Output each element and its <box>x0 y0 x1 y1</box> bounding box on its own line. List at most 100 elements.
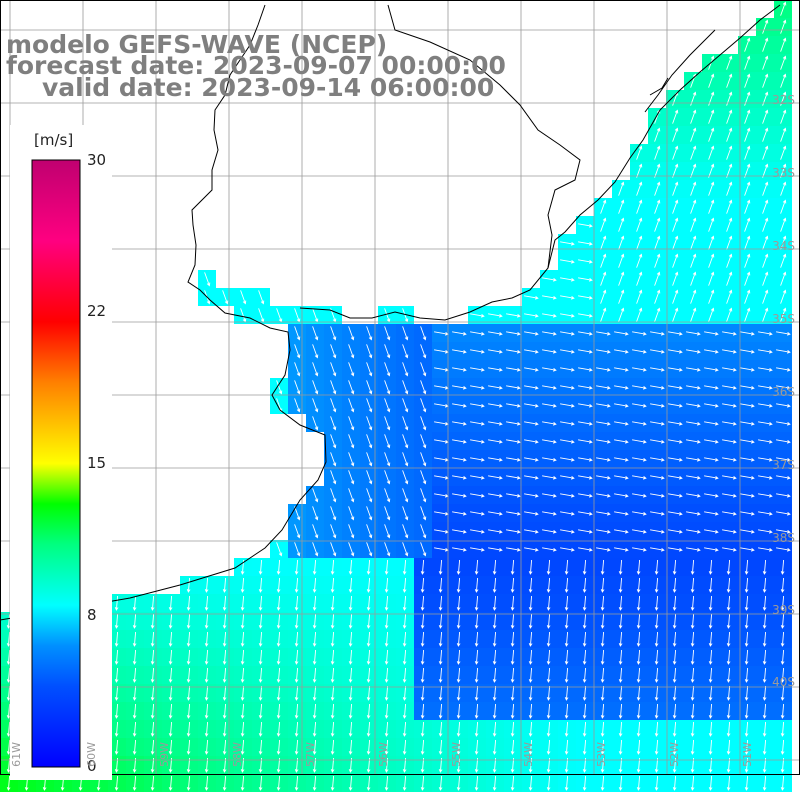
wind-arrow <box>384 739 389 755</box>
wind-arrow <box>456 721 461 737</box>
wind-arrow <box>762 775 767 791</box>
wind-arrow <box>704 475 719 480</box>
wind-arrow <box>384 649 389 665</box>
wind-arrow <box>654 289 661 304</box>
wind-arrow <box>506 475 521 480</box>
wind-arrow <box>726 631 731 647</box>
wind-arrow <box>438 613 443 629</box>
wind-arrow <box>542 403 557 408</box>
wind-arrow <box>402 739 407 755</box>
wind-arrow <box>672 649 677 665</box>
wind-arrow <box>150 631 155 647</box>
wind-arrow <box>222 775 227 791</box>
wind-arrow <box>672 181 679 196</box>
wind-arrow <box>474 721 479 737</box>
wind-arrow <box>672 685 677 701</box>
wind-arrow <box>470 529 485 534</box>
wind-arrow <box>614 331 629 336</box>
wind-arrow <box>204 775 209 791</box>
wind-arrow <box>384 506 391 521</box>
wind-arrow <box>776 403 791 408</box>
wind-arrow <box>470 511 485 516</box>
wind-arrow <box>114 631 119 647</box>
wind-arrow <box>744 271 751 286</box>
wind-arrow <box>762 163 769 178</box>
wind-arrow <box>668 385 683 390</box>
wind-arrow <box>560 493 575 498</box>
wind-arrow <box>740 331 755 336</box>
wind-arrow <box>524 421 539 426</box>
wind-arrow <box>654 685 659 701</box>
wind-arrow <box>294 775 299 791</box>
wind-arrow <box>596 493 611 498</box>
wind-arrow <box>312 613 317 629</box>
wind-arrow <box>168 685 173 701</box>
wind-arrow <box>596 349 611 354</box>
wind-arrow <box>726 703 731 719</box>
wind-arrow <box>668 529 683 534</box>
longitude-label: 54W <box>522 742 535 767</box>
wind-arrow <box>582 613 587 629</box>
wind-arrow <box>294 559 299 575</box>
wind-arrow <box>240 290 247 305</box>
wind-arrow <box>600 289 607 304</box>
wind-arrow <box>524 385 539 390</box>
longitude-label: 51W <box>741 742 754 767</box>
wind-arrow <box>276 649 281 665</box>
wind-arrow <box>330 667 335 683</box>
wind-arrow <box>632 511 647 516</box>
wind-arrow <box>330 398 337 413</box>
wind-arrow <box>186 703 191 719</box>
wind-arrow <box>452 529 467 534</box>
wind-arrow <box>636 559 641 575</box>
wind-arrow <box>762 685 767 701</box>
wind-arrow <box>542 511 557 516</box>
wind-arrow <box>704 529 719 534</box>
wind-arrow <box>596 457 611 462</box>
wind-arrow <box>708 253 715 268</box>
wind-arrow <box>186 667 191 683</box>
wind-arrow <box>420 775 425 791</box>
wind-arrow <box>546 631 551 647</box>
wind-arrow <box>744 199 751 214</box>
wind-arrow <box>470 547 485 552</box>
wind-arrow <box>6 721 11 737</box>
wind-arrow <box>740 493 755 498</box>
wind-arrow <box>618 721 623 737</box>
wind-arrow <box>632 547 647 552</box>
wind-arrow <box>762 181 769 196</box>
wind-arrow <box>114 685 119 701</box>
wind-arrow <box>510 667 515 683</box>
wind-arrow <box>618 775 623 791</box>
wind-arrow <box>132 685 137 701</box>
wind-arrow <box>650 475 665 480</box>
wind-arrow <box>740 529 755 534</box>
wind-arrow <box>636 235 643 250</box>
wind-arrow <box>654 631 659 647</box>
wind-arrow <box>614 457 629 462</box>
wind-arrow <box>204 613 209 629</box>
wind-arrow <box>474 739 479 755</box>
wind-arrow <box>704 457 719 462</box>
wind-arrow <box>686 331 701 336</box>
wind-arrow <box>366 398 373 413</box>
wind-arrow <box>312 649 317 665</box>
wind-arrow <box>168 721 173 737</box>
wind-arrow <box>186 775 191 791</box>
wind-arrow <box>420 649 425 665</box>
wind-arrow <box>240 739 245 755</box>
wind-arrow <box>740 367 755 372</box>
wind-arrow <box>762 649 767 665</box>
wind-arrow <box>560 331 575 336</box>
wind-arrow <box>348 613 353 629</box>
wind-arrow <box>578 277 593 282</box>
wind-arrow <box>654 199 661 214</box>
wind-arrow <box>330 452 337 467</box>
wind-arrow <box>330 488 337 503</box>
wind-arrow <box>510 613 515 629</box>
wind-arrow <box>488 457 503 462</box>
wind-arrow <box>618 289 625 304</box>
wind-arrow <box>150 775 155 791</box>
wind-arrow <box>492 721 497 737</box>
wind-arrow <box>438 577 443 593</box>
